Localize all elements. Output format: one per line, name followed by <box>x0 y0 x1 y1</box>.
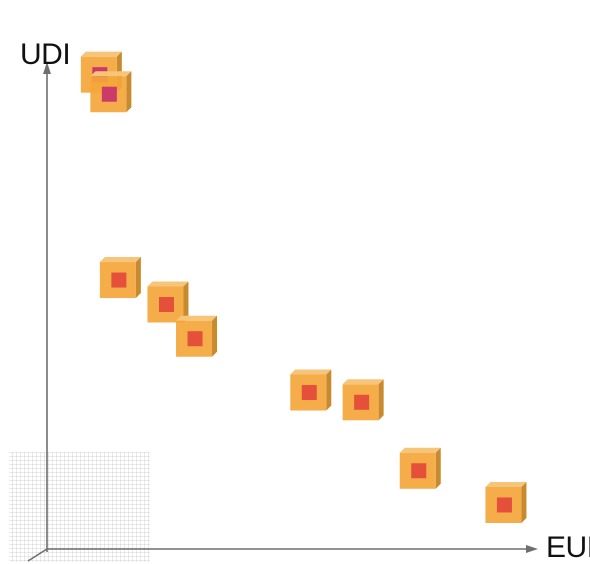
cube-core <box>101 86 117 102</box>
solution-cube <box>147 281 189 323</box>
solution-cube <box>399 447 441 489</box>
cube-core <box>301 385 317 401</box>
cube-side-face <box>435 447 441 489</box>
cube-side-face <box>183 281 189 323</box>
cube-core <box>187 331 203 347</box>
x-axis-label: EUI <box>546 531 590 564</box>
cube-core <box>111 272 127 288</box>
solution-points <box>80 51 527 523</box>
cube-top-face <box>485 481 527 487</box>
cube-top-face <box>147 281 189 287</box>
solution-cube <box>342 379 384 421</box>
z-axis-line <box>27 548 48 562</box>
cube-top-face <box>290 369 332 375</box>
cube-top-face <box>80 51 122 57</box>
cube-core <box>158 297 174 312</box>
cube-side-face <box>326 369 332 411</box>
x-axis-arrow <box>526 545 538 553</box>
cube-side-face <box>521 481 527 523</box>
cube-side-face <box>212 315 218 357</box>
cube-core <box>411 463 427 479</box>
cube-top-face <box>342 379 384 385</box>
axes <box>27 62 538 562</box>
cube-side-face <box>135 257 141 299</box>
cube-top-face <box>99 257 141 263</box>
cube-core <box>354 394 370 410</box>
solution-cube <box>290 369 332 411</box>
solution-cube <box>99 257 141 299</box>
cube-top-face <box>90 71 132 77</box>
y-axis-arrow <box>43 62 51 74</box>
cube-side-face <box>378 379 384 421</box>
solution-cube <box>176 315 218 357</box>
solution-cube <box>90 71 132 113</box>
cube-side-face <box>126 71 132 113</box>
cube-core <box>496 497 512 513</box>
solution-cube <box>485 481 527 523</box>
y-axis-label: UDI <box>20 38 71 71</box>
cube-top-face <box>176 315 218 321</box>
cube-top-face <box>399 447 441 453</box>
corner-grid <box>9 452 150 562</box>
